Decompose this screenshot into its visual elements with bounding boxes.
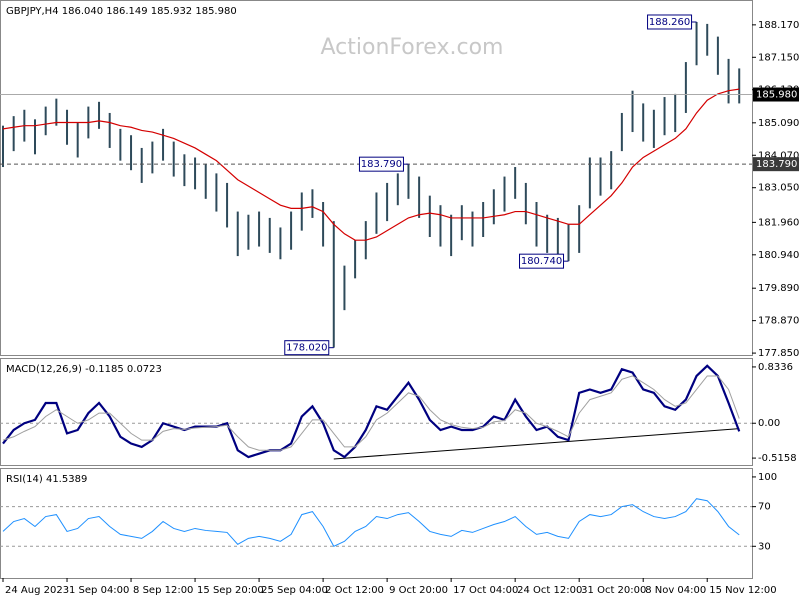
x-tick-label: 15 Nov 12:00 xyxy=(709,585,776,596)
moving-average xyxy=(2,88,740,241)
y-tick-label: 187.150 xyxy=(758,52,799,63)
y-tick-label: 70 xyxy=(758,502,771,513)
x-tick-label: 24 Aug 2023 xyxy=(5,585,69,596)
y-tick-label: 0.00 xyxy=(758,418,780,429)
price-tag-label: 183.790 xyxy=(756,159,797,170)
y-tick-label: 30 xyxy=(758,541,771,552)
annotation-box xyxy=(647,14,693,30)
y-tick-label: -0.5158 xyxy=(758,453,797,464)
price-tag xyxy=(753,87,799,102)
x-tick-label: 2 Oct 12:00 xyxy=(325,585,384,596)
annotation-label: 188.260 xyxy=(649,17,690,28)
annotation-label: 183.790 xyxy=(361,159,402,170)
x-tick-label: 24 Oct 12:00 xyxy=(517,585,582,596)
x-tick-label: 25 Sep 04:00 xyxy=(261,585,328,596)
watermark: ActionForex.com xyxy=(321,35,504,60)
y-tick-label: 0.8336 xyxy=(758,362,793,373)
y-tick-label: 185.090 xyxy=(758,118,799,129)
price-tag-label: 185.980 xyxy=(756,90,797,101)
price-panel xyxy=(0,0,753,356)
panel-title: RSI(14) 41.5389 xyxy=(6,474,87,485)
y-tick-label: 100 xyxy=(758,472,777,483)
y-tick-label: 188.170 xyxy=(758,20,799,31)
annotation-box xyxy=(519,253,565,269)
x-tick-label: 1 Sep 04:00 xyxy=(69,585,129,596)
x-tick-label: 8 Nov 04:00 xyxy=(645,585,706,596)
indicator-line xyxy=(2,375,740,451)
x-tick-label: 9 Oct 20:00 xyxy=(389,585,448,596)
rsi-panel xyxy=(0,468,753,579)
annotation-box xyxy=(358,156,404,172)
x-tick-label: 17 Oct 04:00 xyxy=(453,585,518,596)
indicator-line xyxy=(2,364,741,459)
y-tick-label: 177.850 xyxy=(758,348,799,359)
y-tick-label: 183.050 xyxy=(758,183,799,194)
y-tick-label: 180.940 xyxy=(758,250,799,261)
annotation-box xyxy=(284,340,330,356)
y-tick-label: 184.070 xyxy=(758,150,799,161)
price-tag xyxy=(753,157,799,172)
panel-title: GBPJPY,H4 186.040 186.149 185.932 185.98… xyxy=(6,6,237,17)
macd-panel xyxy=(0,358,753,466)
x-tick-label: 31 Oct 20:00 xyxy=(581,585,646,596)
x-tick-label: 15 Sep 20:00 xyxy=(197,585,264,596)
panel-title: MACD(12,26,9) -0.1185 0.0723 xyxy=(6,364,162,375)
y-tick-label: 181.960 xyxy=(758,217,799,228)
y-tick-label: 178.870 xyxy=(758,316,799,327)
x-tick-label: 8 Sep 12:00 xyxy=(133,585,193,596)
indicator-line xyxy=(2,498,740,547)
annotation-label: 178.020 xyxy=(286,343,327,354)
annotation-label: 180.740 xyxy=(521,256,562,267)
y-tick-label: 179.890 xyxy=(758,283,799,294)
trendline xyxy=(333,428,740,460)
